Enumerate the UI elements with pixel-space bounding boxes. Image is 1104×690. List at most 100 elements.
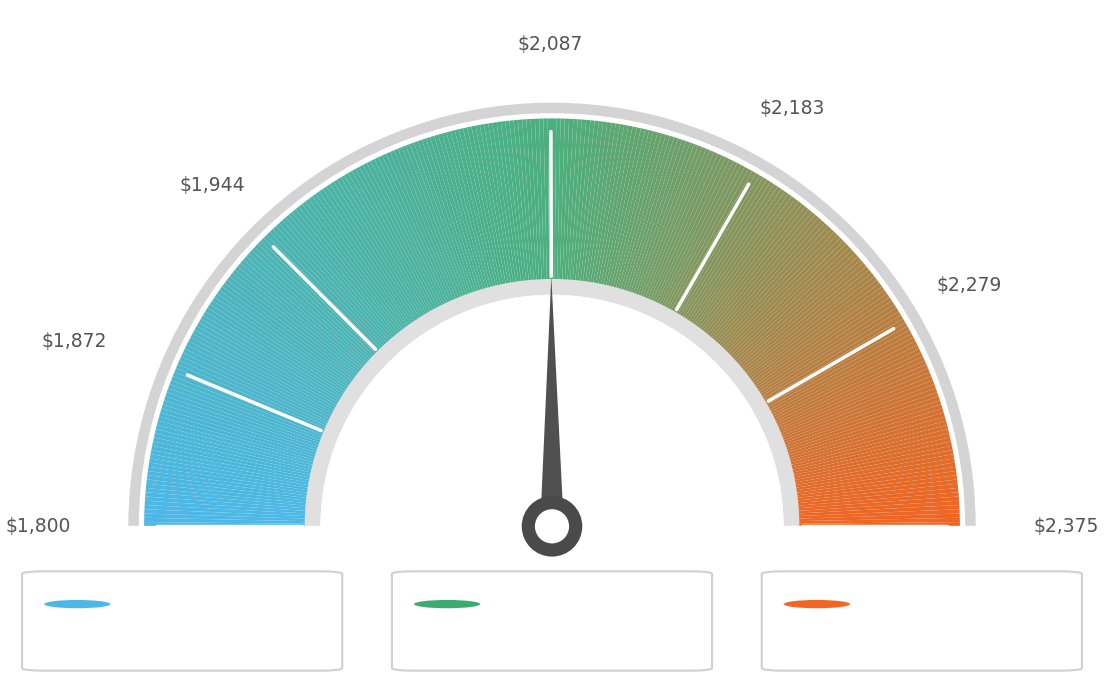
Wedge shape <box>758 326 910 412</box>
Text: Min Cost: Min Cost <box>119 595 214 613</box>
Wedge shape <box>149 458 318 489</box>
Wedge shape <box>283 217 397 348</box>
FancyBboxPatch shape <box>22 571 342 671</box>
Text: $2,183: $2,183 <box>760 99 825 118</box>
Wedge shape <box>394 148 463 308</box>
Wedge shape <box>556 119 565 290</box>
Wedge shape <box>181 353 338 428</box>
Wedge shape <box>208 304 353 400</box>
Wedge shape <box>639 147 707 307</box>
Wedge shape <box>476 125 510 294</box>
Wedge shape <box>598 126 637 295</box>
Wedge shape <box>771 368 930 437</box>
Wedge shape <box>657 161 737 315</box>
Wedge shape <box>363 163 445 317</box>
Wedge shape <box>320 295 784 526</box>
Wedge shape <box>675 177 767 325</box>
Wedge shape <box>562 119 573 290</box>
Wedge shape <box>484 124 514 293</box>
Wedge shape <box>145 501 316 514</box>
Wedge shape <box>554 119 561 290</box>
Wedge shape <box>289 212 401 346</box>
Wedge shape <box>191 333 343 417</box>
Wedge shape <box>764 345 920 423</box>
Wedge shape <box>781 417 946 465</box>
Text: $2,375: $2,375 <box>1033 517 1098 536</box>
Text: $1,872: $1,872 <box>42 332 107 351</box>
Wedge shape <box>772 372 932 439</box>
Wedge shape <box>560 119 569 290</box>
Wedge shape <box>659 163 741 317</box>
Wedge shape <box>145 513 316 522</box>
Wedge shape <box>757 322 907 410</box>
Wedge shape <box>608 130 654 297</box>
Wedge shape <box>664 167 749 319</box>
Wedge shape <box>618 135 670 299</box>
Wedge shape <box>128 103 976 526</box>
Wedge shape <box>714 229 835 355</box>
Wedge shape <box>194 326 346 412</box>
Wedge shape <box>147 471 317 497</box>
Wedge shape <box>574 120 595 290</box>
Wedge shape <box>731 260 863 373</box>
Wedge shape <box>344 173 434 322</box>
Wedge shape <box>611 131 658 297</box>
Text: $1,944: $1,944 <box>179 176 245 195</box>
Wedge shape <box>410 143 471 304</box>
Wedge shape <box>648 154 722 311</box>
Wedge shape <box>596 126 633 294</box>
Wedge shape <box>730 257 861 372</box>
Wedge shape <box>201 315 349 406</box>
Wedge shape <box>509 120 530 290</box>
Wedge shape <box>775 388 937 448</box>
Wedge shape <box>699 207 809 342</box>
Wedge shape <box>564 119 577 290</box>
Wedge shape <box>746 293 890 393</box>
Wedge shape <box>434 135 486 299</box>
Wedge shape <box>390 150 460 309</box>
Wedge shape <box>766 353 923 428</box>
Wedge shape <box>197 322 347 410</box>
Circle shape <box>44 600 110 609</box>
Wedge shape <box>788 509 959 519</box>
Wedge shape <box>742 283 882 387</box>
Wedge shape <box>788 488 958 506</box>
Wedge shape <box>224 279 363 385</box>
Wedge shape <box>623 137 678 301</box>
Wedge shape <box>552 119 556 290</box>
Wedge shape <box>781 421 947 467</box>
Wedge shape <box>276 223 393 352</box>
Wedge shape <box>614 132 661 298</box>
Wedge shape <box>146 492 316 509</box>
Wedge shape <box>266 232 389 357</box>
Wedge shape <box>330 182 425 328</box>
Wedge shape <box>164 396 328 453</box>
Wedge shape <box>531 119 542 290</box>
Wedge shape <box>637 146 702 306</box>
Wedge shape <box>152 442 320 480</box>
Wedge shape <box>162 400 327 455</box>
Wedge shape <box>763 341 917 421</box>
Wedge shape <box>572 120 591 290</box>
Wedge shape <box>750 301 894 397</box>
Wedge shape <box>246 253 376 370</box>
Wedge shape <box>492 122 520 292</box>
Wedge shape <box>230 273 367 381</box>
Wedge shape <box>683 186 782 331</box>
Wedge shape <box>773 380 934 444</box>
Wedge shape <box>576 121 598 291</box>
Wedge shape <box>787 475 957 499</box>
Wedge shape <box>168 384 330 446</box>
Wedge shape <box>652 157 730 313</box>
Wedge shape <box>146 484 317 504</box>
Wedge shape <box>178 360 336 432</box>
Wedge shape <box>751 304 896 400</box>
Wedge shape <box>625 139 682 302</box>
Wedge shape <box>720 238 843 361</box>
Wedge shape <box>426 137 481 301</box>
Wedge shape <box>761 333 913 417</box>
Wedge shape <box>291 209 403 344</box>
Wedge shape <box>273 226 392 354</box>
Wedge shape <box>147 475 317 499</box>
Wedge shape <box>322 186 421 331</box>
